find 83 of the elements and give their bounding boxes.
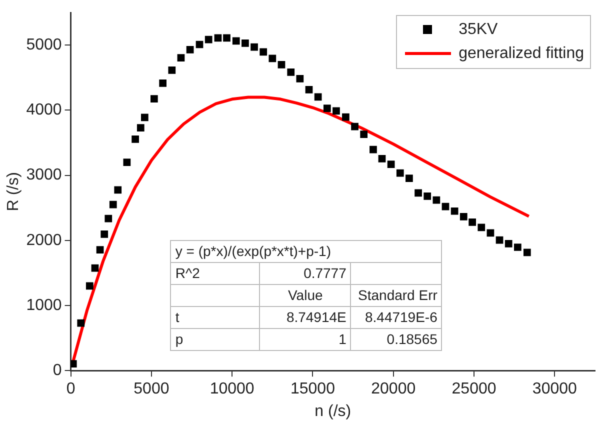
- point: [196, 40, 204, 48]
- point: [109, 200, 117, 208]
- annotation: 8.44719E-6: [350, 306, 442, 328]
- point: [370, 146, 377, 154]
- point: [504, 240, 512, 248]
- point: [432, 196, 440, 204]
- y-tick-label: 0: [52, 362, 62, 380]
- y-tick-label: 2000: [26, 232, 62, 249]
- point: [296, 74, 304, 82]
- point: [396, 169, 404, 177]
- point: [242, 40, 249, 47]
- point: [260, 48, 268, 56]
- point: [141, 114, 148, 122]
- x-tick-label: 10000: [210, 380, 254, 398]
- point: [305, 86, 313, 94]
- point: [496, 236, 504, 244]
- legend-label: 35KV: [458, 20, 498, 39]
- point: [132, 136, 139, 143]
- point: [278, 60, 286, 68]
- x-tick-label: 25000: [452, 380, 496, 398]
- annotation: 0.18565: [350, 328, 442, 350]
- point: [514, 244, 522, 251]
- y-tick-label: 4000: [26, 102, 62, 119]
- point: [314, 93, 322, 101]
- annotation: y = (p*x)/(exp(p*x*t)+p-1): [170, 240, 442, 262]
- point: [177, 54, 185, 62]
- annotation: Standard Err: [350, 284, 442, 306]
- point: [378, 155, 386, 162]
- annotation: 1: [260, 328, 351, 350]
- x-tick-label: 0: [66, 380, 76, 398]
- point: [77, 319, 85, 327]
- point: [150, 95, 158, 103]
- point: [204, 36, 212, 44]
- annotation: 8.74914E: [260, 306, 351, 328]
- annotation: 0.7777: [260, 262, 351, 284]
- point: [223, 34, 230, 42]
- x-tick-label: 30000: [532, 380, 578, 398]
- point: [159, 80, 167, 87]
- legend-label: generalized fitting: [458, 44, 584, 63]
- y-tick-label: 1000: [26, 296, 62, 314]
- y-axis-title: R (/s): [5, 172, 22, 212]
- point: [406, 174, 413, 182]
- point: [70, 360, 77, 368]
- point: [332, 107, 340, 115]
- annotation: R^2: [170, 262, 260, 284]
- point: [486, 229, 494, 237]
- point: [323, 104, 331, 112]
- point: [468, 218, 476, 226]
- point: [387, 160, 395, 168]
- point: [104, 214, 112, 222]
- point: [86, 282, 94, 290]
- annotation: p: [170, 328, 260, 350]
- point: [478, 224, 486, 232]
- point: [186, 46, 194, 54]
- point: [351, 122, 358, 130]
- x-tick-label: 20000: [371, 380, 416, 398]
- annotation: t: [170, 306, 260, 328]
- point: [523, 248, 531, 256]
- point: [214, 34, 222, 42]
- point: [136, 124, 144, 132]
- point: [360, 130, 368, 138]
- x-tick-label: 15000: [290, 380, 336, 398]
- point: [442, 202, 450, 210]
- point: [114, 186, 122, 194]
- point: [123, 158, 131, 166]
- point: [250, 43, 258, 51]
- point: [232, 37, 240, 45]
- point: [424, 192, 432, 200]
- point: [414, 189, 422, 197]
- annotation: Value: [260, 284, 351, 306]
- y-tick-label: 3000: [26, 166, 62, 184]
- point: [287, 68, 295, 76]
- x-tick-label: 5000: [134, 380, 170, 398]
- y-tick-label: 5000: [26, 36, 62, 54]
- point: [168, 66, 176, 74]
- point: [450, 207, 458, 215]
- point: [96, 246, 104, 254]
- point: [342, 113, 350, 121]
- x-axis-title: n (/s): [314, 402, 352, 420]
- point: [268, 54, 276, 62]
- point: [460, 212, 468, 220]
- point: [91, 264, 99, 272]
- point: [100, 230, 108, 238]
